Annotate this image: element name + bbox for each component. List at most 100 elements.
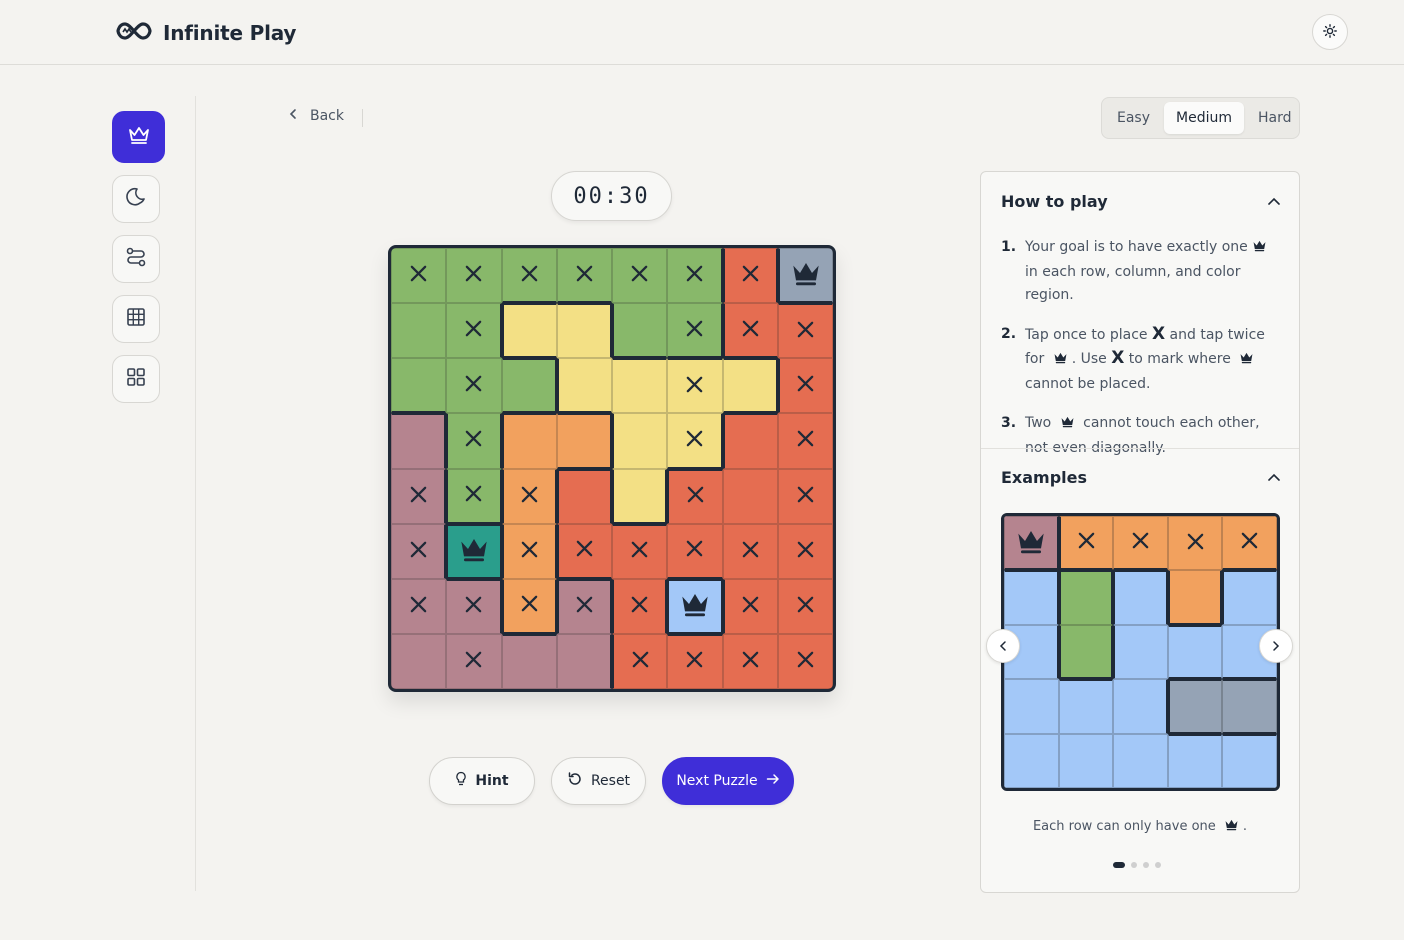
board-cell[interactable] xyxy=(446,413,502,469)
board-cell[interactable] xyxy=(501,578,557,634)
board-cell[interactable] xyxy=(501,633,557,689)
example-cell[interactable] xyxy=(1167,679,1223,734)
difficulty-easy[interactable]: Easy xyxy=(1117,110,1151,126)
board-cell[interactable] xyxy=(777,468,833,524)
board-cell[interactable] xyxy=(446,248,502,304)
board-cell[interactable] xyxy=(556,468,612,524)
board-cell[interactable] xyxy=(667,468,723,524)
board-cell[interactable] xyxy=(777,578,833,634)
example-next-button[interactable] xyxy=(1259,629,1293,663)
board-cell[interactable] xyxy=(667,633,723,689)
example-cell[interactable] xyxy=(1167,624,1223,680)
board-cell[interactable] xyxy=(667,358,723,414)
board-cell[interactable] xyxy=(556,358,612,414)
board-cell[interactable] xyxy=(612,578,668,634)
board-cell[interactable] xyxy=(722,578,778,634)
board-cell[interactable] xyxy=(556,523,612,579)
reset-button[interactable]: Reset xyxy=(551,757,646,805)
board-cell[interactable] xyxy=(446,578,502,634)
example-cell[interactable] xyxy=(1058,570,1114,625)
examples-header[interactable]: Examples xyxy=(1001,468,1281,487)
example-cell[interactable] xyxy=(1058,733,1114,788)
board-cell[interactable] xyxy=(501,413,557,469)
board-cell[interactable] xyxy=(612,633,668,689)
board-cell[interactable] xyxy=(612,413,668,469)
board-cell[interactable] xyxy=(722,468,778,524)
board-cell[interactable] xyxy=(722,358,778,414)
example-cell[interactable] xyxy=(1004,679,1059,734)
board-cell[interactable] xyxy=(667,578,723,634)
hint-button[interactable]: Hint xyxy=(429,757,535,805)
example-cell[interactable] xyxy=(1058,679,1114,734)
board-cell[interactable] xyxy=(501,468,557,524)
pagination-dot[interactable] xyxy=(1131,862,1137,868)
how-to-play-header[interactable]: How to play xyxy=(1001,192,1281,211)
board-cell[interactable] xyxy=(391,413,447,469)
example-cell[interactable] xyxy=(1222,570,1277,625)
board-cell[interactable] xyxy=(777,303,833,359)
board-cell[interactable] xyxy=(446,468,502,524)
difficulty-hard[interactable]: Hard xyxy=(1258,110,1292,126)
example-cell[interactable] xyxy=(1167,570,1223,625)
board-cell[interactable] xyxy=(391,248,447,304)
board-cell[interactable] xyxy=(667,248,723,304)
board-cell[interactable] xyxy=(777,413,833,469)
board-cell[interactable] xyxy=(501,248,557,304)
next-puzzle-button[interactable]: Next Puzzle xyxy=(662,757,794,805)
board-cell[interactable] xyxy=(501,523,557,579)
board-cell[interactable] xyxy=(667,413,723,469)
board-cell[interactable] xyxy=(777,248,833,304)
board-cell[interactable] xyxy=(777,358,833,414)
pagination-dot[interactable] xyxy=(1113,862,1125,868)
example-cell[interactable] xyxy=(1004,516,1059,571)
example-cell[interactable] xyxy=(1222,516,1277,571)
brand[interactable]: Infinite Play xyxy=(115,19,296,47)
example-cell[interactable] xyxy=(1004,570,1059,625)
board-cell[interactable] xyxy=(777,523,833,579)
sidebar-item-apps[interactable] xyxy=(112,355,160,403)
example-cell[interactable] xyxy=(1167,733,1223,788)
board-cell[interactable] xyxy=(667,303,723,359)
board-cell[interactable] xyxy=(722,248,778,304)
board-cell[interactable] xyxy=(722,413,778,469)
board-cell[interactable] xyxy=(391,523,447,579)
board-cell[interactable] xyxy=(391,358,447,414)
example-cell[interactable] xyxy=(1222,733,1277,788)
board-cell[interactable] xyxy=(446,358,502,414)
board-cell[interactable] xyxy=(556,578,612,634)
example-cell[interactable] xyxy=(1167,516,1223,571)
board-cell[interactable] xyxy=(722,303,778,359)
board-cell[interactable] xyxy=(446,303,502,359)
example-cell[interactable] xyxy=(1222,679,1277,734)
difficulty-medium[interactable]: Medium xyxy=(1164,102,1244,134)
example-cell[interactable] xyxy=(1004,733,1059,788)
example-cell[interactable] xyxy=(1113,733,1168,788)
board-cell[interactable] xyxy=(556,248,612,304)
board-cell[interactable] xyxy=(722,523,778,579)
board-cell[interactable] xyxy=(446,523,502,579)
sidebar-item-night[interactable] xyxy=(112,175,160,223)
board-cell[interactable] xyxy=(391,578,447,634)
board-cell[interactable] xyxy=(556,413,612,469)
sidebar-item-queens[interactable] xyxy=(112,111,165,163)
example-cell[interactable] xyxy=(1113,679,1168,734)
back-link[interactable]: Back xyxy=(288,108,344,124)
board-cell[interactable] xyxy=(612,358,668,414)
sidebar-item-grid[interactable] xyxy=(112,295,160,343)
board-cell[interactable] xyxy=(446,633,502,689)
example-cell[interactable] xyxy=(1058,624,1114,680)
board-cell[interactable] xyxy=(391,633,447,689)
board-cell[interactable] xyxy=(777,633,833,689)
board-cell[interactable] xyxy=(556,303,612,359)
example-prev-button[interactable] xyxy=(986,629,1020,663)
board-cell[interactable] xyxy=(556,633,612,689)
board-cell[interactable] xyxy=(501,358,557,414)
example-cell[interactable] xyxy=(1113,570,1168,625)
example-cell[interactable] xyxy=(1058,516,1114,571)
example-cell[interactable] xyxy=(1113,624,1168,680)
board-cell[interactable] xyxy=(391,303,447,359)
board-cell[interactable] xyxy=(612,303,668,359)
pagination-dot[interactable] xyxy=(1155,862,1161,868)
theme-toggle-button[interactable] xyxy=(1312,14,1348,50)
pagination-dot[interactable] xyxy=(1143,862,1149,868)
